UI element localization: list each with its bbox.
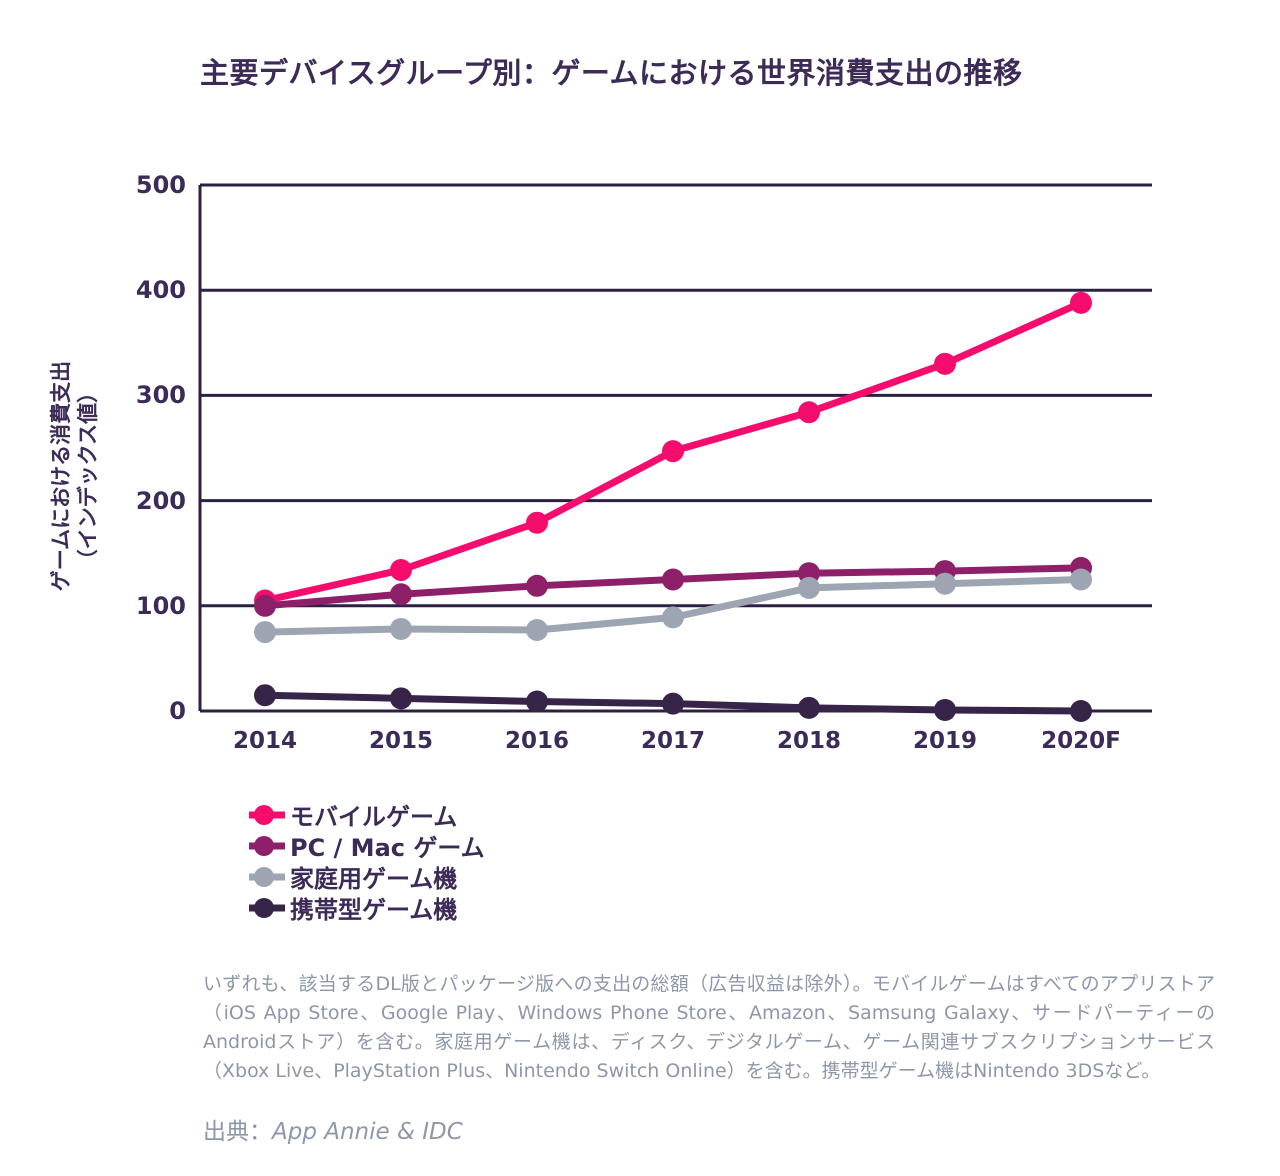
data-point-pc-mac-games-2014 bbox=[254, 594, 276, 617]
data-point-handheld-consoles-2018 bbox=[798, 696, 820, 719]
data-point-mobile-games-2019 bbox=[934, 352, 956, 375]
chart-title: 主要デバイスグループ別：ゲームにおける世界消費支出の推移 bbox=[200, 56, 1023, 90]
data-point-home-consoles-2019 bbox=[934, 572, 956, 595]
data-point-home-consoles-2016 bbox=[526, 618, 548, 641]
y-tick-label-500: 500 bbox=[135, 171, 186, 199]
data-point-handheld-consoles-2017 bbox=[662, 692, 684, 715]
data-point-home-consoles-2017 bbox=[662, 606, 684, 629]
data-point-mobile-games-2018 bbox=[798, 401, 820, 424]
data-point-mobile-games-2016 bbox=[526, 511, 548, 534]
legend-marker-icon-handheld-consoles bbox=[249, 897, 285, 918]
data-point-handheld-consoles-2019 bbox=[934, 698, 956, 721]
data-point-handheld-consoles-2020F bbox=[1070, 700, 1092, 722]
data-point-pc-mac-games-2017 bbox=[662, 568, 684, 591]
footnote-text: いずれも、該当するDL版とパッケージ版への支出の総額（広告収益は除外）。モバイル… bbox=[203, 973, 1215, 1082]
data-point-pc-mac-games-2015 bbox=[390, 583, 412, 606]
source-line: 出典：App Annie & IDC bbox=[203, 1112, 463, 1146]
x-tick-label-2020F: 2020F bbox=[1041, 728, 1121, 754]
y-tick-label-400: 400 bbox=[135, 276, 186, 305]
data-point-mobile-games-2017 bbox=[662, 440, 684, 463]
legend-item-mobile-games: モバイルゲーム bbox=[248, 799, 485, 831]
data-point-handheld-consoles-2016 bbox=[526, 690, 548, 713]
legend-marker-icon-mobile-games bbox=[249, 804, 285, 825]
chart-legend: モバイルゲーム PC / Mac ゲーム 家庭用ゲーム機 携帯型ゲーム機 bbox=[248, 799, 485, 924]
x-tick-label-2015: 2015 bbox=[368, 728, 433, 754]
data-point-mobile-games-2020F bbox=[1070, 291, 1092, 314]
x-tick-label-2018: 2018 bbox=[776, 728, 841, 754]
legend-marker-icon-home-consoles bbox=[249, 866, 285, 887]
y-tick-label-300: 300 bbox=[135, 381, 186, 410]
data-point-home-consoles-2020F bbox=[1070, 568, 1092, 591]
y-tick-label-100: 100 bbox=[135, 591, 186, 620]
data-point-handheld-consoles-2015 bbox=[390, 687, 412, 710]
legend-label-handheld-consoles: 携帯型ゲーム機 bbox=[290, 896, 458, 924]
data-point-pc-mac-games-2016 bbox=[526, 574, 548, 597]
data-point-home-consoles-2018 bbox=[798, 576, 820, 599]
data-point-home-consoles-2015 bbox=[390, 617, 412, 640]
x-tick-label-2016: 2016 bbox=[504, 728, 569, 754]
source-name: App Annie & IDC bbox=[272, 1119, 463, 1145]
x-tick-label-2014: 2014 bbox=[232, 728, 297, 754]
y-tick-label-0: 0 bbox=[169, 697, 186, 725]
data-point-home-consoles-2014 bbox=[254, 621, 276, 644]
legend-label-pc-mac-games: PC / Mac ゲーム bbox=[290, 834, 485, 862]
source-prefix: 出典： bbox=[203, 1119, 272, 1145]
legend-item-pc-mac-games: PC / Mac ゲーム bbox=[248, 830, 485, 862]
legend-marker-icon-pc-mac-games bbox=[249, 835, 285, 856]
legend-item-home-consoles: 家庭用ゲーム機 bbox=[248, 861, 485, 893]
x-tick-label-2017: 2017 bbox=[640, 728, 705, 754]
legend-item-handheld-consoles: 携帯型ゲーム機 bbox=[248, 892, 485, 924]
legend-label-home-consoles: 家庭用ゲーム機 bbox=[290, 865, 458, 893]
x-tick-label-2019: 2019 bbox=[912, 728, 977, 754]
data-point-mobile-games-2015 bbox=[390, 559, 412, 582]
y-tick-label-200: 200 bbox=[135, 486, 186, 515]
data-point-handheld-consoles-2014 bbox=[254, 684, 276, 707]
legend-label-mobile-games: モバイルゲーム bbox=[290, 803, 458, 831]
